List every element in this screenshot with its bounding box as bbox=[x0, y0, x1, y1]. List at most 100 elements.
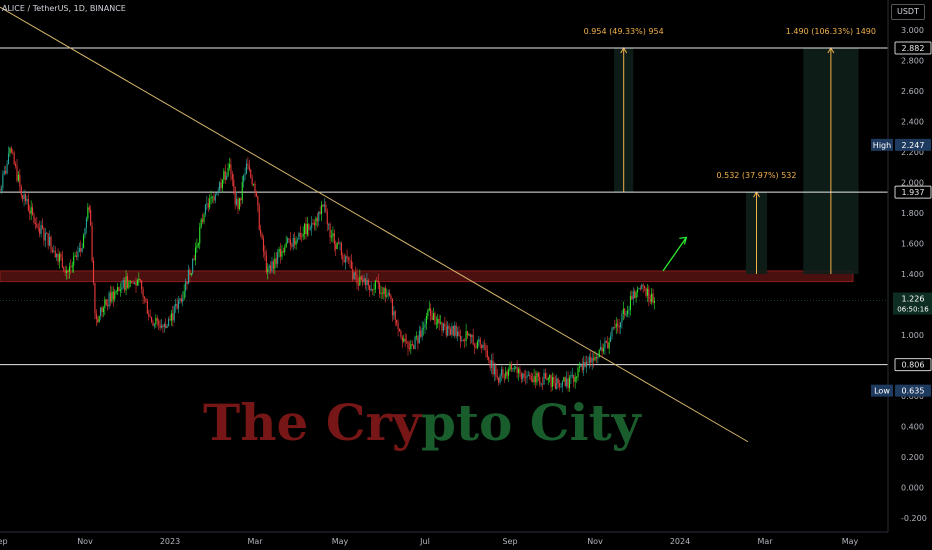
candle-body bbox=[549, 375, 551, 378]
candle-body bbox=[622, 308, 624, 315]
candle-body bbox=[366, 279, 368, 286]
candle-body bbox=[285, 242, 287, 248]
y-tick-label: 1.800 bbox=[901, 209, 924, 218]
candle-body bbox=[454, 325, 456, 336]
candle-body bbox=[29, 210, 31, 214]
candle-body bbox=[260, 229, 262, 234]
candle-body bbox=[125, 276, 127, 291]
candle-body bbox=[523, 373, 525, 378]
candle-body bbox=[233, 179, 235, 188]
candle-body bbox=[306, 223, 308, 235]
candle-body bbox=[536, 372, 538, 383]
candle-body bbox=[635, 292, 637, 299]
high-label: High bbox=[873, 141, 891, 150]
candle-body bbox=[479, 339, 481, 345]
candle-body bbox=[515, 367, 517, 369]
x-tick-label: Nov bbox=[587, 537, 603, 546]
candle-body bbox=[63, 267, 65, 271]
candle-body bbox=[124, 280, 126, 291]
candle-body bbox=[145, 298, 147, 302]
candle-body bbox=[292, 238, 294, 247]
candle-body bbox=[598, 350, 600, 358]
candle-body bbox=[464, 340, 466, 341]
candle-body bbox=[534, 376, 537, 383]
candle-body bbox=[597, 357, 599, 359]
candle-body bbox=[227, 167, 229, 176]
candle-body bbox=[10, 148, 12, 153]
candle-body bbox=[517, 368, 520, 374]
candle-body bbox=[221, 179, 223, 189]
x-tick-label: May bbox=[332, 537, 349, 546]
candle-body bbox=[488, 357, 490, 360]
candle-body bbox=[607, 342, 609, 349]
candle-body bbox=[220, 182, 222, 189]
candle-body bbox=[19, 174, 21, 187]
candle-body bbox=[641, 284, 643, 289]
measure-label-3: 0.532 (37.97%) 532 bbox=[716, 171, 796, 180]
candle-body bbox=[141, 280, 143, 290]
candle-body bbox=[190, 273, 192, 275]
candle-body bbox=[338, 242, 340, 244]
candle-body bbox=[298, 232, 300, 240]
candle-body bbox=[199, 227, 201, 244]
candle-body bbox=[90, 209, 92, 226]
candle-body bbox=[308, 223, 310, 230]
candle-body bbox=[91, 225, 93, 261]
candle-body bbox=[323, 204, 325, 207]
candle-body bbox=[516, 367, 518, 374]
candle-body bbox=[457, 331, 459, 337]
candle-body bbox=[189, 269, 191, 275]
candle-body bbox=[135, 282, 137, 286]
candle-body bbox=[425, 316, 427, 324]
candle-body bbox=[177, 300, 180, 309]
candle-body bbox=[265, 255, 267, 273]
candle-body bbox=[644, 285, 646, 288]
candle-body bbox=[651, 293, 653, 302]
candle-body bbox=[70, 266, 72, 268]
candle-body bbox=[98, 315, 100, 322]
candle-body bbox=[30, 207, 32, 214]
candle-body bbox=[296, 239, 299, 241]
candle-body bbox=[187, 269, 189, 285]
candle-body bbox=[333, 233, 335, 244]
candle-body bbox=[444, 323, 446, 327]
candle-body bbox=[642, 284, 644, 286]
candle-body bbox=[577, 368, 579, 377]
candle-body bbox=[202, 219, 204, 222]
low-value-tag-bg bbox=[895, 384, 931, 397]
candle-body bbox=[448, 325, 450, 329]
candle-body bbox=[554, 383, 556, 390]
candle-body bbox=[420, 330, 422, 337]
y-tick-label: 0.000 bbox=[901, 484, 924, 493]
candle-body bbox=[583, 361, 585, 370]
candle-body bbox=[236, 198, 238, 205]
candle-body bbox=[537, 372, 539, 378]
candle-body bbox=[114, 291, 116, 300]
candle-body bbox=[111, 291, 113, 302]
candle-body bbox=[377, 280, 379, 284]
candle-body bbox=[493, 365, 495, 375]
low-label-bg bbox=[871, 384, 893, 397]
candle-body bbox=[389, 292, 391, 296]
candle-body bbox=[224, 171, 226, 180]
candle-body bbox=[32, 207, 34, 216]
candle-body bbox=[214, 194, 216, 201]
candle-body bbox=[275, 258, 277, 264]
candle-body bbox=[397, 323, 399, 330]
candle-body bbox=[304, 223, 306, 234]
candle-body bbox=[520, 373, 522, 380]
candle-body bbox=[105, 299, 107, 305]
candle-body bbox=[601, 346, 603, 352]
candle-body bbox=[512, 368, 514, 370]
candle-body bbox=[267, 268, 269, 273]
candle-body bbox=[20, 186, 22, 196]
currency-selector[interactable]: USDT bbox=[891, 4, 925, 20]
candle-body bbox=[186, 281, 188, 285]
candle-body bbox=[394, 311, 396, 320]
candle-body bbox=[217, 190, 219, 194]
candle-body bbox=[339, 242, 341, 244]
candle-body bbox=[482, 344, 484, 348]
candle-body bbox=[57, 253, 59, 262]
